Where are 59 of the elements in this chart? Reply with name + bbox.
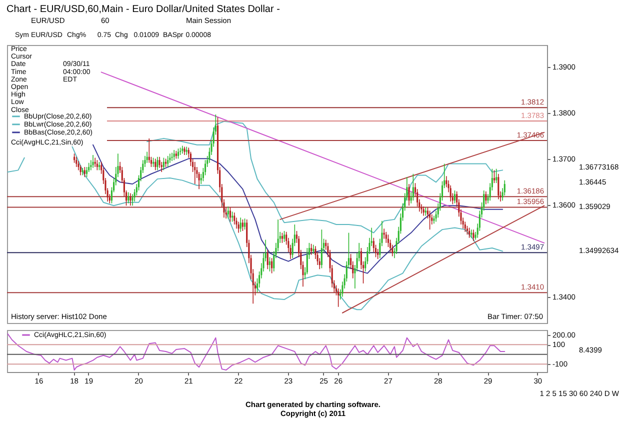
candlestick xyxy=(130,192,132,206)
line-series xyxy=(72,146,504,310)
candlestick xyxy=(268,256,271,272)
candlestick xyxy=(171,152,173,162)
candlestick xyxy=(271,258,273,274)
candlestick xyxy=(86,166,88,178)
candlestick xyxy=(412,173,414,201)
candlestick xyxy=(385,231,387,244)
candlestick xyxy=(96,160,98,171)
candlestick xyxy=(158,156,160,168)
candlestick xyxy=(454,190,456,204)
candlestick xyxy=(422,206,424,216)
candlestick xyxy=(266,249,268,270)
candlestick xyxy=(92,154,94,168)
candlestick xyxy=(372,237,374,253)
candlestick xyxy=(310,243,312,256)
candlestick xyxy=(173,150,175,160)
candlestick xyxy=(76,156,78,168)
candlestick xyxy=(227,206,229,219)
line-series xyxy=(92,144,504,274)
candlestick xyxy=(156,156,158,171)
candlestick xyxy=(186,146,188,156)
line-series xyxy=(146,120,504,234)
candlestick xyxy=(167,156,169,168)
candlestick xyxy=(84,166,86,178)
candlestick xyxy=(148,138,150,164)
candlestick xyxy=(80,164,82,176)
candlestick xyxy=(424,207,426,216)
candlestick xyxy=(234,212,236,225)
candlestick xyxy=(281,232,283,244)
candlestick xyxy=(238,221,240,234)
candlestick xyxy=(74,153,76,164)
candlestick xyxy=(229,207,232,222)
candlestick xyxy=(240,217,242,232)
candlestick xyxy=(408,184,410,206)
line-series xyxy=(7,333,506,371)
candlestick xyxy=(320,229,322,269)
candlestick xyxy=(498,173,500,200)
candlestick xyxy=(82,167,84,176)
candlestick xyxy=(464,221,466,232)
candlestick xyxy=(283,230,286,242)
candlestick xyxy=(242,219,244,232)
candlestick xyxy=(162,157,164,171)
candlestick xyxy=(194,162,196,184)
candlestick xyxy=(338,288,340,308)
candlestick xyxy=(244,218,246,230)
candlestick xyxy=(472,229,474,242)
candlestick xyxy=(377,248,379,260)
candlestick xyxy=(128,192,130,204)
candlestick xyxy=(450,184,452,202)
chart-title: Chart - EUR/USD,60,Main - Euro Dollar/United States Dollar - xyxy=(6,4,280,15)
candlestick xyxy=(468,227,470,238)
candlestick xyxy=(154,158,156,171)
candlestick xyxy=(493,170,496,184)
candlestick xyxy=(429,210,431,230)
candlestick xyxy=(146,151,148,164)
candlestick xyxy=(177,148,180,160)
candlestick xyxy=(496,168,498,184)
candlestick xyxy=(485,190,487,205)
